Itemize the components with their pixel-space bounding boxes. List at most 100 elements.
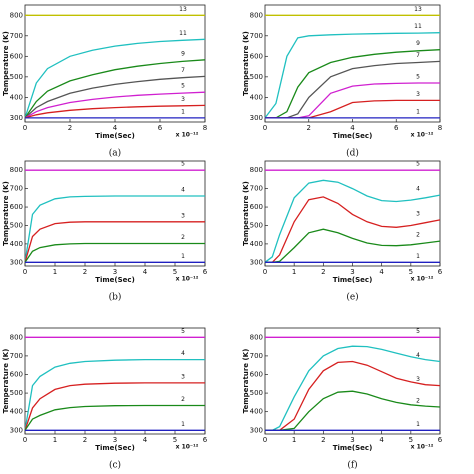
series-label: 4 bbox=[181, 350, 185, 357]
x-tick-label: 8 bbox=[203, 124, 207, 132]
series-line bbox=[264, 32, 441, 119]
y-tick-label: 700 bbox=[250, 185, 263, 193]
x-tick-label: 0 bbox=[263, 436, 267, 444]
x-tick-label: 3 bbox=[113, 436, 117, 444]
series-label: 2 bbox=[181, 234, 185, 241]
x-multiplier: x 10⁻¹² bbox=[411, 132, 434, 139]
x-tick-label: 2 bbox=[68, 124, 72, 132]
series-line bbox=[24, 75, 206, 119]
y-tick-label: 700 bbox=[10, 185, 23, 193]
series-label: 5 bbox=[416, 161, 420, 168]
y-tick-label: 800 bbox=[250, 11, 263, 19]
series-label: 7 bbox=[416, 52, 420, 59]
y-tick-label: 400 bbox=[10, 93, 23, 101]
series-label: 11 bbox=[179, 30, 187, 37]
x-multiplier: x 10⁻¹² bbox=[411, 444, 434, 451]
series-line bbox=[24, 104, 206, 119]
y-axis-label: Temperature (K) bbox=[2, 349, 10, 414]
series-label: 9 bbox=[181, 50, 185, 57]
x-tick-label: 0 bbox=[23, 124, 27, 132]
series-label: 3 bbox=[181, 373, 185, 380]
series-line bbox=[24, 38, 206, 119]
x-axis-label: Time(Sec) bbox=[333, 132, 373, 140]
x-tick-label: 4 bbox=[143, 436, 148, 444]
x-axis-label: Time(Sec) bbox=[333, 444, 373, 452]
series-label: 2 bbox=[416, 398, 420, 405]
y-tick-label: 500 bbox=[250, 221, 263, 229]
series-label: 3 bbox=[416, 210, 420, 217]
x-tick-label: 6 bbox=[438, 436, 443, 444]
y-tick-label: 600 bbox=[250, 203, 263, 211]
panel-caption: (a) bbox=[109, 148, 121, 159]
series-label: 7 bbox=[181, 67, 185, 74]
series-label: 4 bbox=[181, 187, 185, 194]
panel-caption: (b) bbox=[109, 292, 122, 303]
series-label: 2 bbox=[181, 396, 185, 403]
series-line bbox=[24, 221, 205, 263]
y-tick-label: 400 bbox=[10, 408, 23, 416]
y-tick-label: 600 bbox=[10, 370, 23, 378]
y-tick-label: 800 bbox=[10, 166, 23, 174]
series-label: 3 bbox=[416, 376, 420, 383]
y-tick-label: 700 bbox=[250, 352, 263, 360]
series-label: 5 bbox=[181, 161, 185, 168]
y-tick-label: 600 bbox=[250, 52, 263, 60]
y-tick-label: 300 bbox=[10, 426, 23, 434]
x-tick-label: 5 bbox=[409, 436, 413, 444]
y-axis-label: Temperature (K) bbox=[242, 181, 250, 246]
series-label: 13 bbox=[414, 6, 422, 13]
x-tick-label: 1 bbox=[292, 268, 296, 276]
y-tick-label: 800 bbox=[250, 333, 263, 341]
x-tick-label: 2 bbox=[321, 436, 325, 444]
series-label: 4 bbox=[416, 352, 420, 359]
panel-caption: (e) bbox=[346, 292, 358, 303]
y-tick-label: 800 bbox=[250, 166, 263, 174]
x-tick-label: 2 bbox=[321, 268, 325, 276]
series-label: 1 bbox=[181, 253, 185, 260]
y-axis-label: Temperature (K) bbox=[2, 31, 10, 96]
x-tick-label: 5 bbox=[409, 268, 413, 276]
x-tick-label: 0 bbox=[263, 124, 267, 132]
y-axis-label: Temperature (K) bbox=[242, 31, 250, 96]
series-label: 9 bbox=[416, 40, 420, 47]
x-tick-label: 5 bbox=[173, 268, 177, 276]
y-axis-label: Temperature (K) bbox=[242, 349, 250, 414]
y-tick-label: 600 bbox=[10, 52, 23, 60]
y-tick-label: 500 bbox=[10, 73, 23, 81]
x-tick-label: 0 bbox=[23, 268, 27, 276]
series-label: 13 bbox=[179, 6, 187, 13]
y-tick-label: 500 bbox=[10, 221, 23, 229]
x-tick-label: 0 bbox=[23, 436, 27, 444]
series-label: 1 bbox=[181, 108, 185, 115]
series-label: 3 bbox=[416, 91, 420, 98]
y-tick-label: 700 bbox=[10, 32, 23, 40]
series-label: 3 bbox=[181, 96, 185, 103]
y-axis-label: Temperature (K) bbox=[2, 181, 10, 246]
x-tick-label: 2 bbox=[83, 268, 87, 276]
x-tick-label: 2 bbox=[307, 124, 311, 132]
series-line bbox=[24, 195, 205, 263]
series-label: 1 bbox=[181, 421, 185, 428]
x-multiplier: x 10⁻¹² bbox=[176, 444, 199, 451]
series-line bbox=[24, 404, 205, 431]
x-tick-label: 4 bbox=[143, 268, 148, 276]
x-tick-label: 4 bbox=[350, 124, 355, 132]
y-tick-label: 800 bbox=[10, 333, 23, 341]
panel-caption: (d) bbox=[346, 148, 359, 159]
y-tick-label: 300 bbox=[10, 114, 23, 122]
x-tick-label: 3 bbox=[350, 436, 354, 444]
y-tick-label: 400 bbox=[250, 240, 263, 248]
x-tick-label: 4 bbox=[379, 268, 384, 276]
y-tick-label: 600 bbox=[10, 203, 23, 211]
x-tick-label: 8 bbox=[438, 124, 442, 132]
y-tick-label: 300 bbox=[250, 426, 263, 434]
x-tick-label: 4 bbox=[113, 124, 118, 132]
x-tick-label: 3 bbox=[113, 268, 117, 276]
x-tick-label: 6 bbox=[438, 268, 443, 276]
series-label: 1 bbox=[416, 253, 420, 260]
series-label: 5 bbox=[416, 328, 420, 335]
plot-frame bbox=[24, 4, 206, 123]
y-tick-label: 700 bbox=[250, 32, 263, 40]
x-tick-label: 6 bbox=[394, 124, 399, 132]
x-tick-label: 6 bbox=[158, 124, 163, 132]
